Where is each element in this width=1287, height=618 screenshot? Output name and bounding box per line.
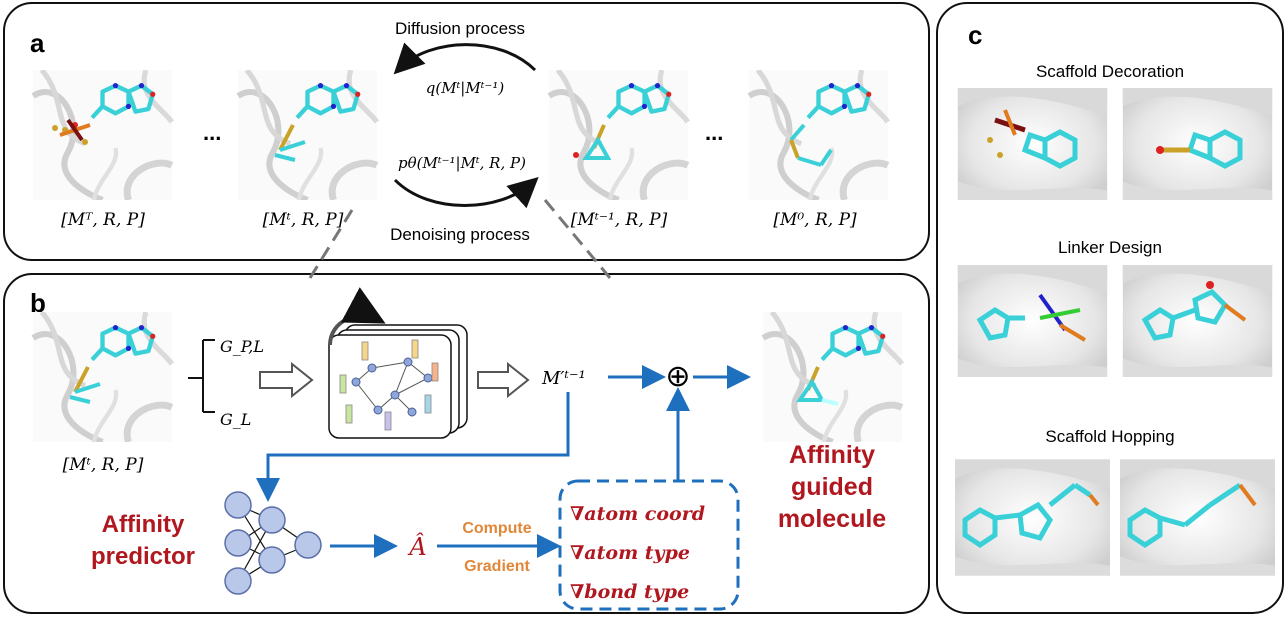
linker-design-before: [957, 265, 1108, 377]
gnn-module: [328, 287, 468, 439]
state-label-T: [Mᵀ, R, P]: [61, 210, 145, 230]
gnn-output-label: M′ᵗ⁻¹: [541, 368, 586, 389]
panel-a-letter: a: [30, 28, 45, 58]
scaffold-hopping-after: [1120, 459, 1275, 576]
section-scaffold-decoration: Scaffold Decoration: [1036, 62, 1184, 81]
diffusion-process-label: Diffusion process: [395, 19, 525, 38]
state-thumbnail-T: [33, 70, 172, 200]
state-label-t: [Mᵗ, R, P]: [263, 210, 344, 230]
gradient-bond-type: ∇bond type: [570, 581, 689, 603]
denoising-process-label: Denoising process: [390, 225, 530, 244]
scaffold-hopping-before: [955, 459, 1110, 576]
state-thumbnail-t-minus-1: [549, 70, 688, 200]
guided-molecule-thumbnail: [763, 312, 902, 442]
guided-label-line2: guided: [791, 473, 873, 501]
reverse-equation: pθ(Mᵗ⁻¹|Mᵗ, R, P): [398, 154, 526, 172]
section-linker-design: Linker Design: [1058, 238, 1162, 257]
graph-bracket: [188, 339, 215, 413]
flow-to-predictor: [256, 392, 570, 502]
graph-l-label: G_L: [220, 410, 251, 429]
arrow-from-gnn: [477, 361, 530, 399]
panel-b-frame: [3, 273, 930, 614]
ellipsis-left: ...: [203, 120, 221, 145]
gradients-box: [558, 479, 740, 611]
diffusion-arrow: [393, 42, 537, 75]
state-thumbnail-0: [749, 70, 888, 200]
input-state-thumbnail: [33, 312, 172, 442]
linker-design-after: [1122, 265, 1273, 377]
gradient-atom-coord: ∇atom coord: [570, 503, 705, 525]
gradient-atom-type: ∇atom type: [570, 542, 690, 564]
predictor-label-line2: predictor: [91, 543, 195, 570]
section-scaffold-hopping: Scaffold Hopping: [1045, 427, 1174, 446]
affinity-hat-symbol: Â: [407, 532, 426, 561]
panel-a-frame: [3, 2, 930, 261]
guided-label-line1: Affinity: [789, 441, 875, 469]
state-label-t-minus-1: [Mᵗ⁻¹, R, P]: [571, 210, 668, 230]
scaffold-decoration-before: [957, 88, 1108, 200]
neural-network-icon: [224, 491, 322, 595]
input-state-label: [Mᵗ, R, P]: [63, 455, 144, 475]
scaffold-decoration-after: [1122, 88, 1273, 200]
panel-b-letter: b: [30, 288, 46, 318]
zoom-connector-right: [543, 199, 612, 279]
state-thumbnail-t: [238, 70, 377, 200]
zoom-connector-left: [308, 209, 354, 279]
ellipsis-right: ...: [705, 120, 723, 145]
panel-c-letter: c: [968, 20, 982, 50]
panel-c-frame: [936, 2, 1284, 614]
compute-label: Compute: [462, 520, 531, 537]
arrow-to-gnn: [259, 361, 314, 399]
sum-operator: ⊕: [665, 360, 690, 393]
denoising-arrow: [393, 176, 539, 209]
forward-equation: q(Mᵗ|Mᵗ⁻¹): [426, 79, 505, 97]
state-label-0: [M⁰, R, P]: [773, 210, 857, 230]
predictor-label-line1: Affinity: [102, 511, 185, 538]
gradient-label: Gradient: [464, 558, 530, 575]
guided-label-line3: molecule: [778, 505, 886, 533]
graph-pl-label: G_P,L: [220, 337, 264, 356]
